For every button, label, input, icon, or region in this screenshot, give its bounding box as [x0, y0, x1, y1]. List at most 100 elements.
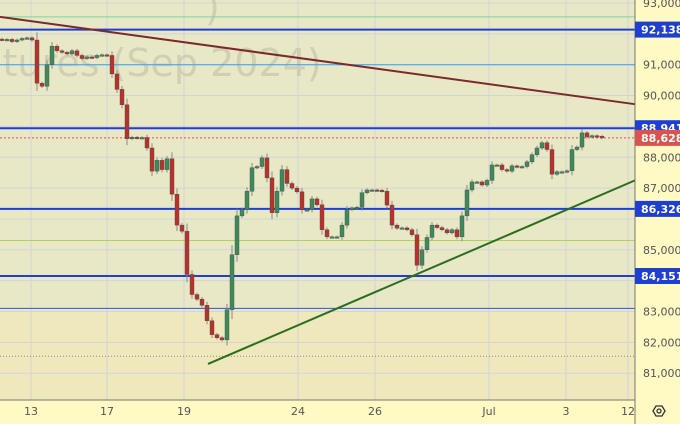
candle-down: [384, 190, 390, 206]
settings-hex-icon[interactable]: [652, 405, 666, 417]
candle-up: [494, 164, 500, 167]
candle-down: [169, 158, 175, 195]
candle-up: [359, 192, 365, 208]
candle-down: [269, 177, 275, 213]
candle-down: [299, 191, 305, 210]
candle-down: [219, 337, 225, 341]
candle-up: [44, 64, 50, 87]
candle-down: [439, 227, 445, 230]
time-tick-label: 3: [563, 405, 570, 418]
candle-up: [249, 167, 255, 192]
price-tick-label: 88,000: [643, 151, 680, 164]
candle-up: [164, 158, 170, 170]
candle-up: [369, 189, 375, 192]
candle-up: [554, 171, 560, 175]
candle-down: [389, 204, 395, 226]
time-tick-label: 17: [100, 405, 114, 418]
candle-up: [574, 146, 580, 150]
candle-down: [54, 45, 60, 52]
watermark-line1: ): [205, 0, 220, 29]
candle-up: [424, 237, 430, 251]
candle-down: [114, 73, 120, 90]
candle-up: [534, 147, 540, 155]
time-tick-label: Jul: [481, 405, 495, 418]
candle-down: [179, 224, 185, 232]
levels: [0, 16, 635, 357]
candle-down: [404, 227, 410, 230]
candle-down: [79, 55, 85, 59]
candle-down: [174, 194, 180, 226]
candle-down: [144, 137, 150, 149]
candle-down: [199, 298, 205, 306]
candle-down: [119, 89, 125, 106]
time-tick-label: 24: [291, 405, 305, 418]
candle-up: [344, 209, 350, 226]
candle-down: [194, 294, 200, 300]
candle-up: [279, 169, 285, 192]
candle-up: [224, 309, 230, 341]
candle-down: [124, 104, 130, 139]
level-label: 86,326: [641, 203, 680, 216]
candle-down: [434, 224, 440, 228]
candle-up: [329, 236, 335, 239]
level-label: 92,138: [641, 24, 680, 37]
price-tick-label: 83,000: [643, 306, 680, 319]
candle-down: [549, 149, 555, 175]
candle-down: [209, 320, 215, 335]
candle-down: [454, 229, 460, 238]
candle-up: [349, 207, 355, 210]
candle-down: [289, 183, 295, 189]
candle-down: [374, 189, 380, 192]
last-price-label-bg: [635, 129, 680, 146]
candle-down: [134, 136, 140, 139]
price-tick-label: 82,000: [643, 336, 680, 349]
candle-down: [314, 198, 320, 205]
candle-up: [24, 37, 30, 40]
candle-down: [379, 190, 385, 192]
candle-down: [544, 142, 550, 150]
candle-up: [19, 38, 25, 41]
candles: [0, 32, 605, 346]
candle-up: [49, 45, 55, 65]
candle-up: [464, 189, 470, 217]
candle-up: [354, 207, 360, 209]
candle-up: [489, 164, 495, 181]
candle-up: [234, 215, 240, 255]
candle-down: [264, 157, 270, 179]
candle-down: [59, 50, 65, 53]
level-label-bg: [635, 267, 680, 284]
candle-up: [309, 198, 315, 210]
candle-down: [284, 169, 290, 184]
candle-down: [499, 164, 505, 170]
support-trendline: [207, 179, 636, 365]
candle-up: [69, 50, 75, 55]
candle-down: [109, 55, 115, 75]
candle-down: [89, 56, 95, 59]
candle-up: [4, 39, 10, 42]
time-axis[interactable]: [0, 400, 635, 424]
candle-up: [484, 180, 490, 186]
candle-down: [324, 229, 330, 238]
lower-zone: [0, 311, 635, 400]
time-tick-label: 13: [24, 405, 38, 418]
candle-down: [479, 181, 485, 186]
candle-up: [559, 171, 565, 174]
candle-up: [259, 157, 265, 167]
trendlines: [0, 15, 636, 365]
candle-up: [244, 190, 250, 210]
candle-down: [9, 39, 15, 42]
candle-up: [84, 56, 90, 59]
price-tick-label: 90,000: [643, 90, 680, 103]
candle-up: [429, 224, 435, 238]
level-label-bg: [635, 200, 680, 217]
price-ticks: 93,000 91,000 90,000 88,000 87,000 85,000 83,0…: [643, 0, 680, 380]
candle-up: [229, 254, 235, 310]
candle-up: [459, 215, 465, 238]
candle-down: [64, 52, 70, 55]
candle-down: [104, 54, 110, 57]
candle-down: [184, 231, 190, 275]
time-tick-label: 12: [621, 405, 635, 418]
